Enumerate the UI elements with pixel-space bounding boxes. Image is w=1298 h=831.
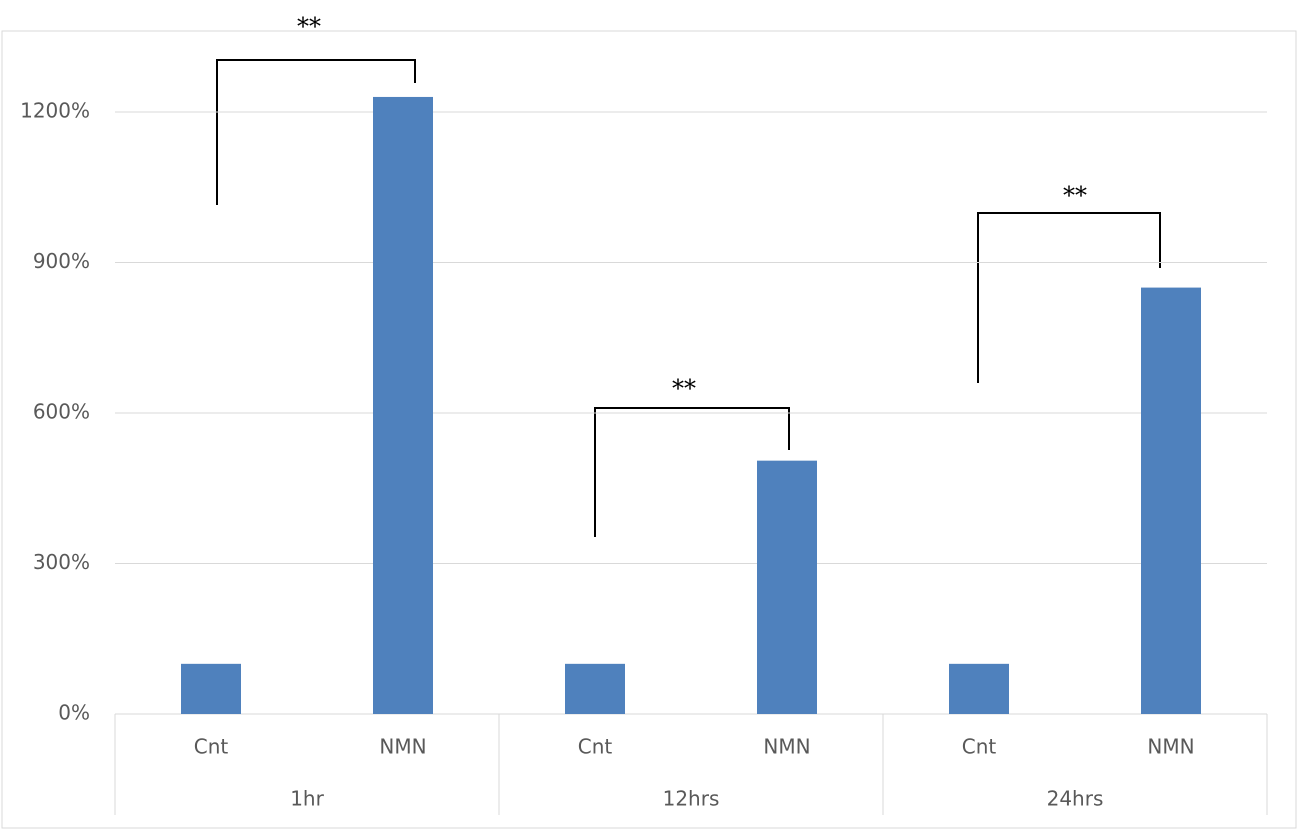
x-tick-label: NMN bbox=[379, 735, 426, 759]
significance-label: ** bbox=[672, 375, 696, 403]
significance-label: ** bbox=[297, 13, 321, 41]
bar bbox=[565, 663, 625, 714]
x-tick-label: Cnt bbox=[194, 735, 229, 759]
y-tick-label: 900% bbox=[33, 249, 90, 273]
bar bbox=[757, 460, 817, 714]
bracket bbox=[594, 407, 790, 537]
significance-label: ** bbox=[1063, 182, 1087, 210]
x-tick-label: NMN bbox=[763, 735, 810, 759]
bracket bbox=[216, 59, 416, 205]
x-tick-label: NMN bbox=[1147, 735, 1194, 759]
bracket bbox=[977, 212, 1161, 383]
bar bbox=[181, 663, 241, 714]
group-label: 12hrs bbox=[663, 787, 720, 811]
y-tick-label: 1200% bbox=[20, 99, 90, 123]
x-tick-label: Cnt bbox=[962, 735, 997, 759]
y-tick-label: 300% bbox=[33, 550, 90, 574]
bar bbox=[949, 663, 1009, 714]
bar bbox=[373, 96, 433, 714]
x-tick-label: Cnt bbox=[578, 735, 613, 759]
bar bbox=[1141, 287, 1201, 714]
group-label: 1hr bbox=[290, 787, 324, 811]
y-tick-label: 600% bbox=[33, 400, 90, 424]
group-label: 24hrs bbox=[1047, 787, 1104, 811]
y-tick-label: 0% bbox=[58, 701, 90, 725]
